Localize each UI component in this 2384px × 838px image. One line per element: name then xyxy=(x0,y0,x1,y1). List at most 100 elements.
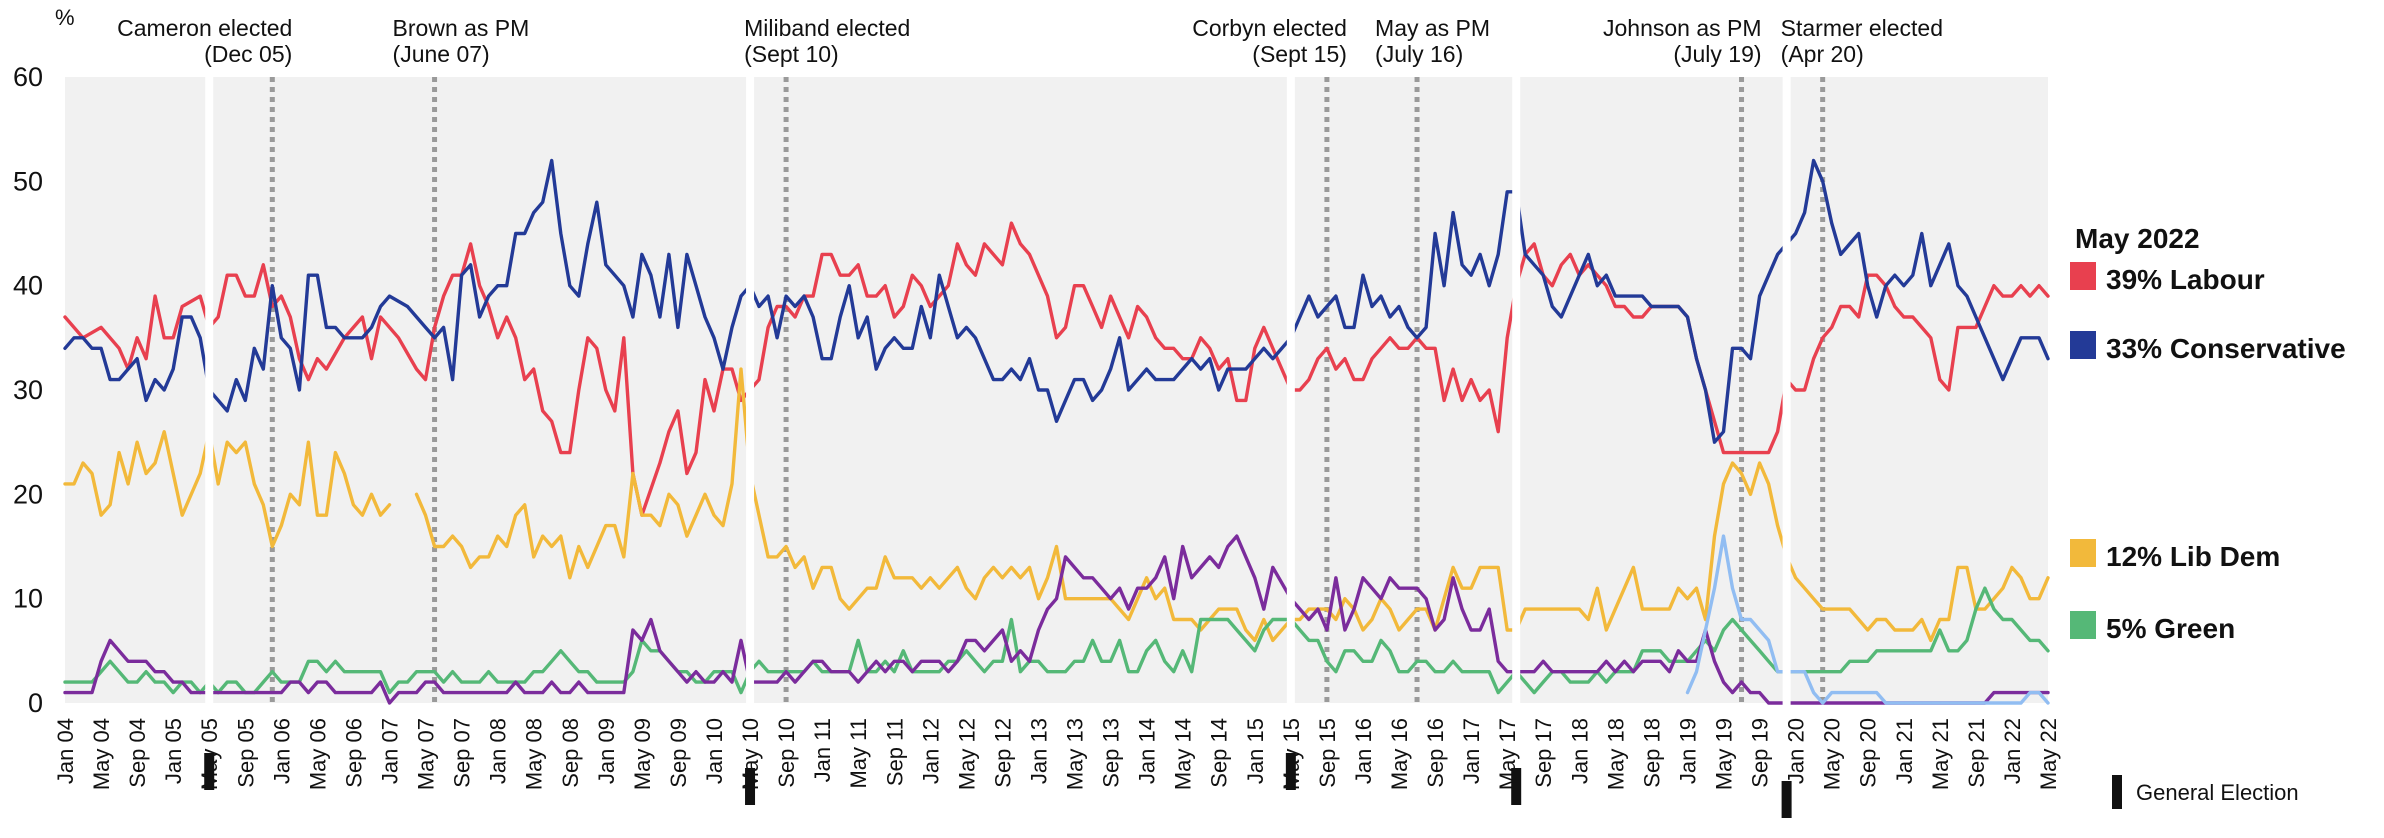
data-point-green-217 xyxy=(2029,639,2031,642)
data-point-labour-82 xyxy=(884,284,886,287)
data-point-green-78 xyxy=(767,670,769,673)
data-point-other_purple-194 xyxy=(1830,702,1833,704)
series-lines xyxy=(63,158,2050,705)
data-point-libdem-128 xyxy=(1245,629,1247,631)
data-point-green-75 xyxy=(740,691,742,694)
data-point-green-155 xyxy=(1470,670,1472,673)
data-point-libdem-82 xyxy=(830,566,832,569)
data-point-labour-139 xyxy=(1407,347,1409,350)
data-point-green-167 xyxy=(1578,681,1581,683)
data-point-conservative-32 xyxy=(352,337,355,339)
data-point-labour-63 xyxy=(704,378,706,381)
data-point-labour-70 xyxy=(776,305,778,308)
data-point-green-112 xyxy=(1073,660,1076,663)
data-point-green-109 xyxy=(1046,670,1049,673)
data-point-green-214 xyxy=(2002,618,2004,621)
data-point-green-93 xyxy=(902,650,905,652)
data-point-labour-156 xyxy=(1560,264,1563,266)
data-point-green-124 xyxy=(1181,650,1184,652)
data-point-labour-51 xyxy=(587,337,589,339)
data-point-conservative-110 xyxy=(1073,378,1076,381)
data-point-other_purple-179 xyxy=(1695,660,1698,663)
data-point-other_purple-67 xyxy=(677,670,679,673)
data-point-libdem-133 xyxy=(1299,618,1301,621)
data-point-labour-98 xyxy=(1028,253,1031,256)
legend-swatch-conservative xyxy=(2070,331,2096,359)
data-point-libdem-57 xyxy=(605,524,607,527)
data-point-libdem-39 xyxy=(442,545,445,548)
general-election-legend-label: General Election xyxy=(2136,780,2299,805)
data-point-conservative-144 xyxy=(1389,316,1391,318)
data-point-libdem-200 xyxy=(1903,629,1905,631)
data-point-green-180 xyxy=(1695,650,1698,652)
data-point-green-28 xyxy=(316,660,319,663)
data-point-other_purple-5 xyxy=(118,650,120,652)
data-point-libdem-32 xyxy=(361,514,364,516)
data-point-other_light-24 xyxy=(1903,702,1905,704)
data-point-other_purple-130 xyxy=(1245,556,1247,558)
data-point-green-123 xyxy=(1172,670,1175,673)
data-point-conservative-52 xyxy=(550,159,553,162)
data-point-other_purple-86 xyxy=(848,670,850,673)
data-point-labour-155 xyxy=(1551,284,1554,287)
data-point-other_purple-68 xyxy=(686,681,688,683)
data-point-conservative-82 xyxy=(821,357,823,360)
data-point-other_purple-55 xyxy=(569,691,571,694)
data-point-green-32 xyxy=(352,670,355,673)
x-tick-label-22: May 11 xyxy=(846,718,871,789)
data-point-libdem-0 xyxy=(64,483,66,485)
data-point-green-116 xyxy=(1109,660,1112,663)
data-point-other_purple-107 xyxy=(1037,629,1040,631)
data-point-green-10 xyxy=(154,681,156,683)
data-point-other_purple-95 xyxy=(929,660,932,663)
data-point-labour-130 xyxy=(1326,347,1328,350)
data-point-green-208 xyxy=(1948,650,1950,652)
data-point-libdem-34 xyxy=(379,514,382,516)
data-point-conservative-196 xyxy=(1866,284,1869,287)
data-point-labour-112 xyxy=(1154,337,1157,339)
data-point-labour-187 xyxy=(1839,305,1842,308)
data-point-other_purple-39 xyxy=(424,681,427,683)
data-point-conservative-88 xyxy=(875,368,877,370)
data-point-other_purple-40 xyxy=(433,681,436,683)
data-point-other_light-25 xyxy=(1912,702,1914,704)
data-point-conservative-36 xyxy=(388,295,391,297)
data-point-other_purple-0 xyxy=(64,691,66,694)
data-point-labour-3 xyxy=(118,347,120,350)
data-point-conservative-49 xyxy=(523,232,526,235)
data-point-conservative-124 xyxy=(1199,368,1202,370)
data-point-libdem-176 xyxy=(1686,597,1689,600)
data-point-other_purple-191 xyxy=(1803,702,1806,704)
x-tick-label-50: Sep 20 xyxy=(1856,718,1881,788)
data-point-conservative-179 xyxy=(1713,441,1716,444)
data-point-labour-122 xyxy=(1245,399,1247,402)
data-point-other_purple-182 xyxy=(1722,681,1725,683)
data-point-conservative-44 xyxy=(478,316,481,318)
data-point-libdem-9 xyxy=(145,472,147,475)
y-tick-label-20: 20 xyxy=(13,479,43,509)
x-tick-label-9: Jan 07 xyxy=(378,718,403,784)
data-point-labour-119 xyxy=(1217,368,1220,370)
data-point-other_purple-7 xyxy=(136,660,138,663)
data-point-conservative-71 xyxy=(722,368,724,370)
data-point-green-163 xyxy=(1542,681,1544,683)
event-label-4: May as PM xyxy=(1375,15,1490,41)
data-point-other_purple-91 xyxy=(893,660,896,663)
data-point-other_purple-195 xyxy=(1839,702,1842,704)
data-point-libdem-93 xyxy=(929,577,932,579)
data-point-labour-2 xyxy=(100,326,102,329)
data-point-other_light-19 xyxy=(1857,691,1860,694)
data-point-libdem-23 xyxy=(280,524,283,527)
data-point-other_light-17 xyxy=(1839,691,1842,694)
data-point-libdem-64 xyxy=(668,493,670,496)
data-point-libdem-63 xyxy=(659,524,661,527)
data-point-libdem-78 xyxy=(794,566,796,569)
data-point-green-22 xyxy=(262,681,265,683)
data-point-conservative-46 xyxy=(496,284,499,287)
data-point-green-131 xyxy=(1245,639,1247,642)
data-point-green-153 xyxy=(1452,660,1454,663)
data-point-libdem-194 xyxy=(1848,608,1851,610)
data-point-other_purple-48 xyxy=(505,691,508,694)
data-point-other_purple-147 xyxy=(1407,587,1409,589)
data-point-labour-27 xyxy=(352,326,355,329)
